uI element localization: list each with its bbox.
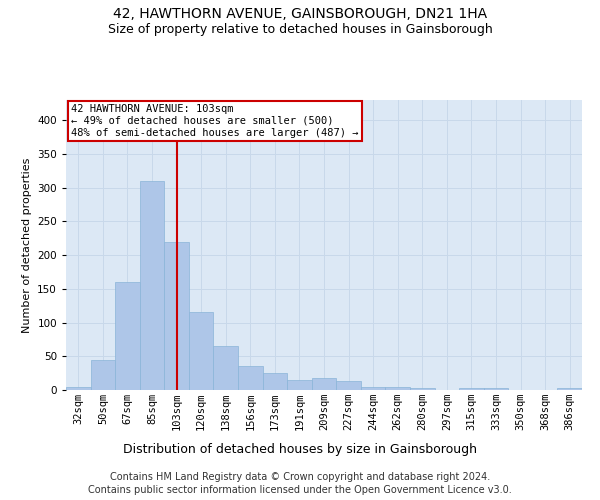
Bar <box>66 386 91 390</box>
Bar <box>336 381 361 390</box>
Bar <box>410 388 434 390</box>
Bar <box>140 181 164 390</box>
Bar <box>557 388 582 390</box>
Bar <box>115 282 140 390</box>
Bar <box>91 360 115 390</box>
Bar <box>459 388 484 390</box>
Bar <box>287 380 312 390</box>
Y-axis label: Number of detached properties: Number of detached properties <box>22 158 32 332</box>
Text: Contains HM Land Registry data © Crown copyright and database right 2024.: Contains HM Land Registry data © Crown c… <box>110 472 490 482</box>
Text: 42 HAWTHORN AVENUE: 103sqm
← 49% of detached houses are smaller (500)
48% of sem: 42 HAWTHORN AVENUE: 103sqm ← 49% of deta… <box>71 104 359 138</box>
Bar <box>214 346 238 390</box>
Text: 42, HAWTHORN AVENUE, GAINSBOROUGH, DN21 1HA: 42, HAWTHORN AVENUE, GAINSBOROUGH, DN21 … <box>113 8 487 22</box>
Bar <box>361 386 385 390</box>
Bar <box>189 312 214 390</box>
Bar <box>263 373 287 390</box>
Text: Contains public sector information licensed under the Open Government Licence v3: Contains public sector information licen… <box>88 485 512 495</box>
Text: Size of property relative to detached houses in Gainsborough: Size of property relative to detached ho… <box>107 22 493 36</box>
Bar <box>312 378 336 390</box>
Bar <box>238 366 263 390</box>
Bar <box>164 242 189 390</box>
Bar <box>385 386 410 390</box>
Text: Distribution of detached houses by size in Gainsborough: Distribution of detached houses by size … <box>123 442 477 456</box>
Bar <box>484 388 508 390</box>
